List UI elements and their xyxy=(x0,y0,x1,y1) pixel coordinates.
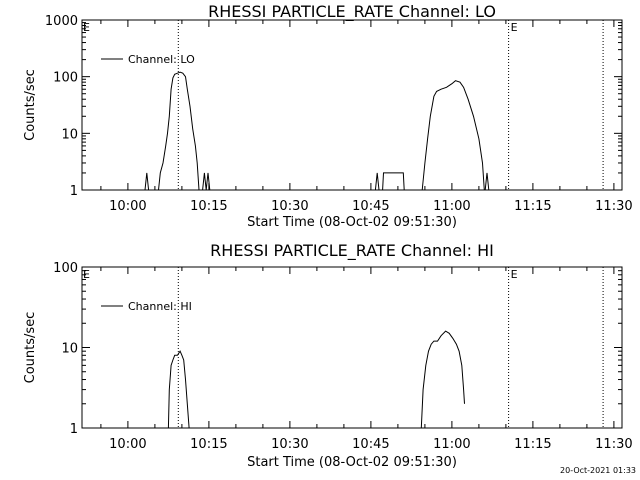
x-tick-label: 10:45 xyxy=(352,199,389,214)
series-line-segment xyxy=(421,80,485,191)
event-marker-label: E xyxy=(511,268,518,281)
chart-title: RHESSI PARTICLE_RATE Channel: HI xyxy=(210,241,494,261)
series-line-segment xyxy=(158,71,200,191)
plot-frame xyxy=(81,19,623,191)
legend-label: Channel: LO xyxy=(128,53,195,66)
legend-label: Channel: HI xyxy=(128,300,192,313)
start-marker-label: E xyxy=(83,21,90,34)
plot-frame xyxy=(81,266,623,429)
chart-panel-1: RHESSI PARTICLE_RATE Channel: LO 10:00 10:… xyxy=(23,2,633,230)
series-line-segment xyxy=(382,172,405,191)
y-tick-label: 1 xyxy=(70,422,78,437)
x-tick-label: 10:00 xyxy=(109,437,146,452)
y-axis-label: Counts/sec xyxy=(23,69,38,141)
chart-panel-2: RHESSI PARTICLE_RATE Channel: HI 10:00 10:… xyxy=(23,241,633,470)
x-tick-label: 11:30 xyxy=(595,437,632,452)
y-tick-label: 100 xyxy=(53,71,78,86)
series-line-segment xyxy=(484,172,490,191)
footer-timestamp: 20-Oct-2021 01:33 xyxy=(560,466,636,475)
series-line-segment xyxy=(202,172,211,191)
x-tick-label: 10:15 xyxy=(190,437,227,452)
series-line-segment xyxy=(420,330,465,429)
event-marker-label: E xyxy=(511,21,518,34)
y-tick-label: 1000 xyxy=(45,14,78,29)
x-axis-label: Start Time (08-Oct-02 09:51:30) xyxy=(247,455,457,470)
x-axis-label: Start Time (08-Oct-02 09:51:30) xyxy=(247,215,457,230)
y-axis-label: Counts/sec xyxy=(23,312,38,384)
x-tick-label: 10:00 xyxy=(109,199,146,214)
y-tick-label: 10 xyxy=(61,127,78,142)
x-tick-label: 11:00 xyxy=(433,199,470,214)
x-tick-label: 11:00 xyxy=(433,437,470,452)
x-tick-label: 10:45 xyxy=(352,437,389,452)
series-line-segment xyxy=(374,172,380,191)
x-tick-label: 10:15 xyxy=(190,199,227,214)
chart-title: RHESSI PARTICLE_RATE Channel: LO xyxy=(208,2,496,22)
series-line-segment xyxy=(144,172,150,191)
start-marker-label: E xyxy=(83,268,90,281)
x-tick-label: 11:30 xyxy=(595,199,632,214)
x-tick-label: 11:15 xyxy=(514,437,551,452)
y-tick-label: 1 xyxy=(70,184,78,199)
y-tick-label: 10 xyxy=(61,342,78,357)
x-tick-label: 10:30 xyxy=(271,437,308,452)
series-line-segment xyxy=(167,350,190,429)
x-tick-label: 11:15 xyxy=(514,199,551,214)
y-tick-label: 100 xyxy=(53,261,78,276)
x-tick-label: 10:30 xyxy=(271,199,308,214)
